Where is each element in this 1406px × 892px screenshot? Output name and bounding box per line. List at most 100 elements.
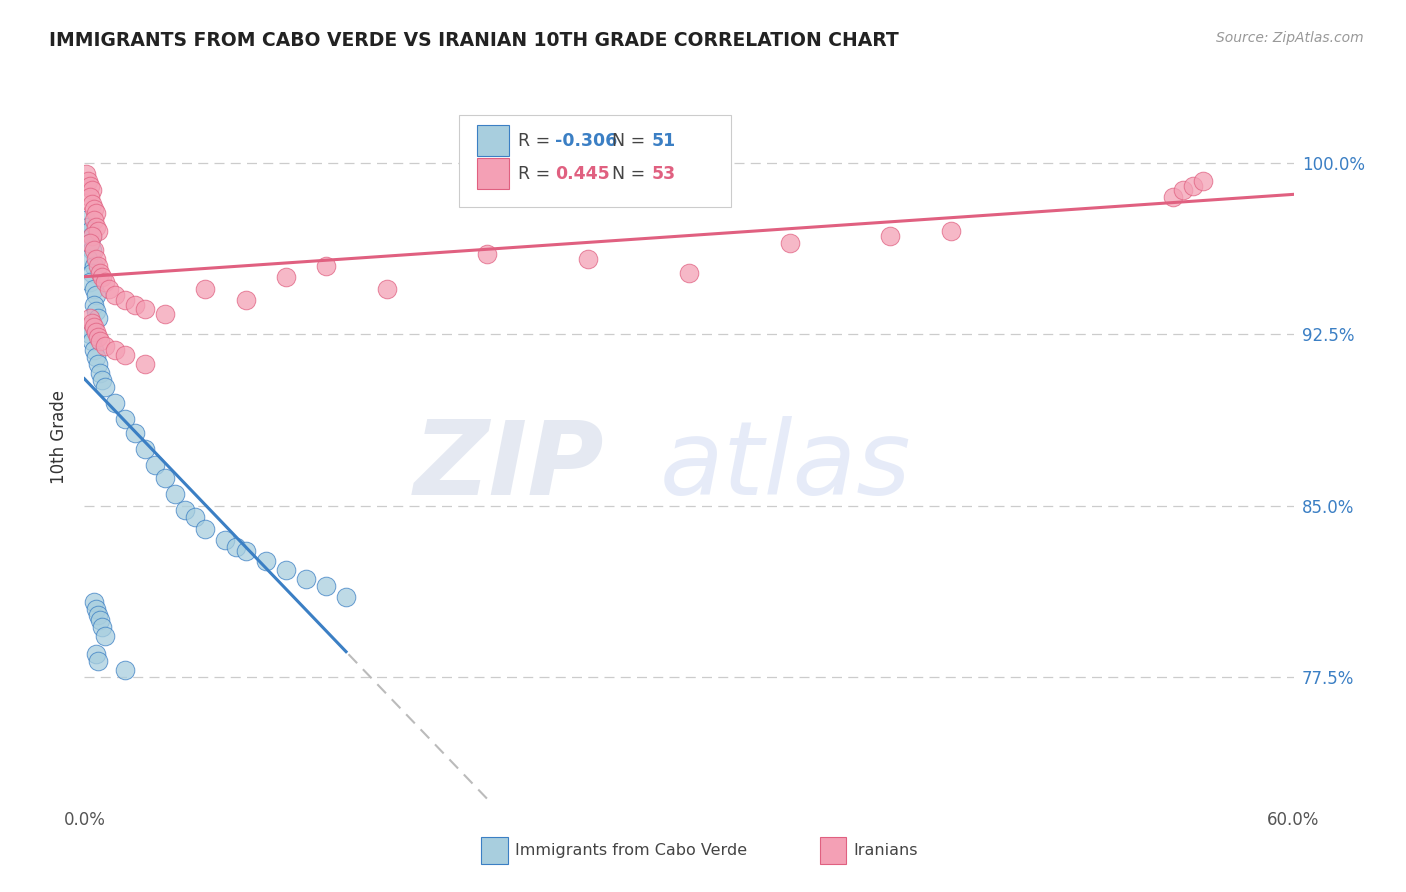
Point <box>93 629 115 643</box>
Point <box>194 521 217 535</box>
Point <box>1161 190 1184 204</box>
Point <box>114 348 136 362</box>
Point <box>134 301 156 316</box>
Point <box>86 252 108 266</box>
Point <box>114 411 136 425</box>
Text: -0.306: -0.306 <box>555 132 617 150</box>
Point <box>315 579 337 593</box>
Text: 51: 51 <box>651 132 676 150</box>
Point <box>79 178 101 193</box>
FancyBboxPatch shape <box>478 159 509 189</box>
Text: R =: R = <box>519 165 557 183</box>
Point <box>254 553 277 567</box>
Point <box>82 228 104 243</box>
Point <box>87 329 110 343</box>
Point <box>576 252 599 266</box>
Point <box>153 307 176 321</box>
Point <box>1171 183 1194 197</box>
Point <box>86 647 108 661</box>
Point <box>87 608 110 623</box>
Point <box>86 219 108 234</box>
Point <box>83 259 105 273</box>
Point <box>89 334 111 348</box>
Point <box>1362 161 1385 175</box>
Point <box>134 357 156 371</box>
Point <box>93 338 115 352</box>
Text: Source: ZipAtlas.com: Source: ZipAtlas.com <box>1216 31 1364 45</box>
Point <box>225 540 247 554</box>
Point <box>134 442 156 456</box>
FancyBboxPatch shape <box>481 838 508 863</box>
Point <box>104 396 127 410</box>
Point <box>114 293 136 307</box>
Point <box>104 343 127 358</box>
Point <box>89 613 111 627</box>
Point <box>295 572 318 586</box>
Point <box>83 213 105 227</box>
Point <box>153 471 176 485</box>
Text: Immigrants from Cabo Verde: Immigrants from Cabo Verde <box>515 843 747 858</box>
Point <box>194 281 217 295</box>
Point <box>87 654 110 668</box>
Point <box>87 224 110 238</box>
Point <box>1181 178 1204 193</box>
Text: IMMIGRANTS FROM CABO VERDE VS IRANIAN 10TH GRADE CORRELATION CHART: IMMIGRANTS FROM CABO VERDE VS IRANIAN 10… <box>49 31 898 50</box>
Point <box>93 275 115 289</box>
Point <box>87 259 110 273</box>
Point <box>77 320 100 334</box>
Point <box>79 235 101 250</box>
Point <box>678 265 700 279</box>
Point <box>104 288 127 302</box>
Point <box>477 247 499 261</box>
Point <box>86 325 108 339</box>
Point <box>86 288 108 302</box>
Point <box>779 235 801 250</box>
Text: Iranians: Iranians <box>853 843 918 858</box>
Point <box>86 206 108 220</box>
Text: 53: 53 <box>651 165 675 183</box>
Point <box>184 510 207 524</box>
Point <box>79 275 101 289</box>
Point <box>114 663 136 677</box>
Point <box>79 235 101 250</box>
Point <box>1192 174 1215 188</box>
FancyBboxPatch shape <box>460 115 731 207</box>
Point <box>124 297 146 311</box>
Point <box>79 224 101 238</box>
Y-axis label: 10th Grade: 10th Grade <box>51 390 69 484</box>
Point <box>82 197 104 211</box>
Point <box>1384 165 1406 179</box>
Point <box>87 311 110 326</box>
Text: N =: N = <box>600 165 651 183</box>
Point <box>274 563 297 577</box>
Point <box>939 224 962 238</box>
Point <box>82 265 104 279</box>
Point <box>83 281 105 295</box>
Point <box>75 213 97 227</box>
Point <box>165 487 187 501</box>
FancyBboxPatch shape <box>478 126 509 156</box>
Point <box>83 243 105 257</box>
Point <box>77 174 100 188</box>
Point <box>91 373 114 387</box>
Text: atlas: atlas <box>659 417 911 516</box>
Point <box>89 265 111 279</box>
Point <box>235 544 257 558</box>
Text: 0.445: 0.445 <box>555 165 609 183</box>
Point <box>82 334 104 348</box>
Point <box>79 327 101 342</box>
Point <box>79 190 101 204</box>
Point <box>97 281 120 295</box>
Point <box>82 316 104 330</box>
Point <box>75 167 97 181</box>
Point <box>91 270 114 285</box>
Text: ZIP: ZIP <box>413 416 605 516</box>
Point <box>86 601 108 615</box>
Point <box>83 202 105 216</box>
Point <box>83 594 105 608</box>
Text: N =: N = <box>600 132 651 150</box>
Point <box>879 228 901 243</box>
Point <box>315 259 337 273</box>
Point <box>77 219 100 234</box>
Point <box>83 320 105 334</box>
